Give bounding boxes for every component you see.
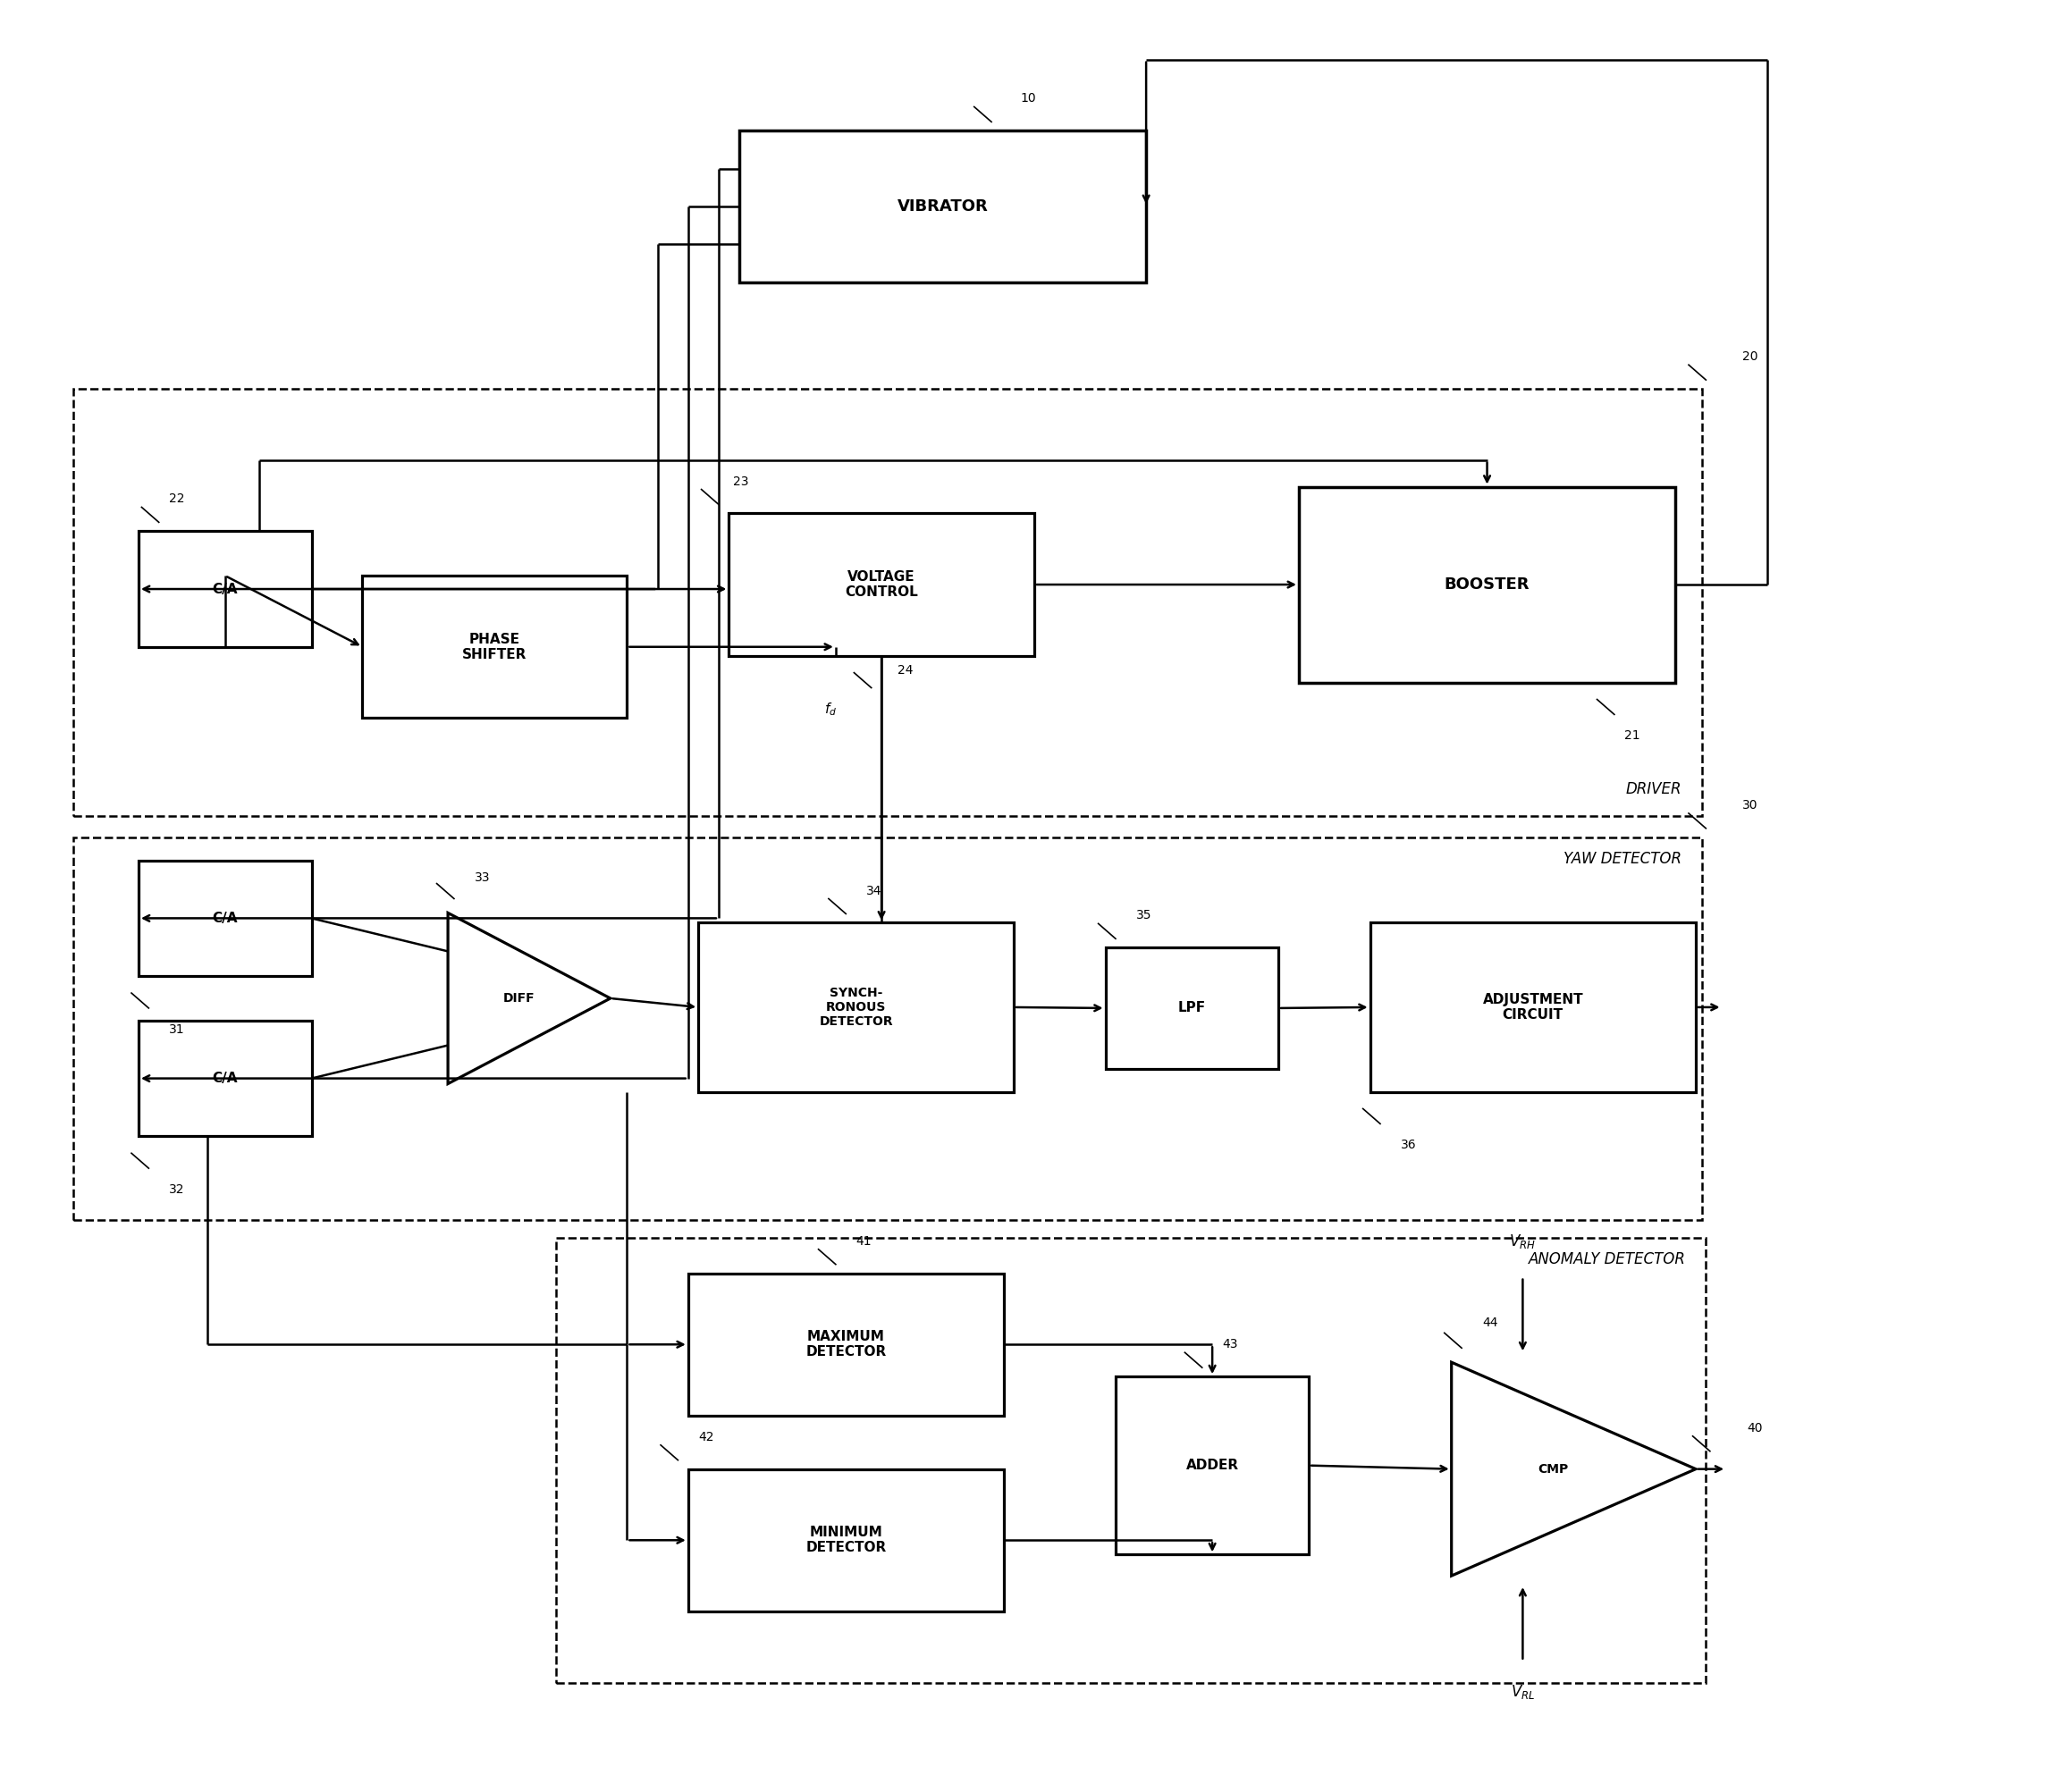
Text: 21: 21 [1624, 729, 1640, 742]
Text: LPF: LPF [1178, 1002, 1206, 1014]
Text: 35: 35 [1137, 909, 1151, 921]
Text: YAW DETECTOR: YAW DETECTOR [1563, 851, 1681, 867]
Text: $V_{RL}$: $V_{RL}$ [1511, 1683, 1534, 1701]
Text: DRIVER: DRIVER [1626, 781, 1681, 797]
Polygon shape [1452, 1362, 1696, 1575]
Bar [739, 131, 1147, 281]
Text: BOOSTER: BOOSTER [1444, 577, 1530, 593]
Text: 23: 23 [733, 475, 750, 487]
Text: 42: 42 [698, 1430, 715, 1443]
Text: C/A: C/A [213, 582, 238, 595]
Text: ADJUSTMENT
CIRCUIT: ADJUSTMENT CIRCUIT [1483, 993, 1583, 1021]
Bar [1116, 1376, 1309, 1554]
Text: 31: 31 [170, 1023, 184, 1036]
Text: 44: 44 [1483, 1317, 1497, 1330]
Text: $f_d$: $f_d$ [823, 701, 838, 717]
Text: VIBRATOR: VIBRATOR [897, 199, 987, 215]
Text: DIFF: DIFF [504, 993, 535, 1005]
Text: 22: 22 [170, 493, 184, 505]
Text: ANOMALY DETECTOR: ANOMALY DETECTOR [1528, 1251, 1686, 1267]
Text: 33: 33 [475, 871, 489, 883]
Text: 34: 34 [866, 885, 883, 898]
Text: 10: 10 [1020, 93, 1036, 106]
Polygon shape [449, 912, 610, 1084]
Text: 40: 40 [1747, 1421, 1761, 1434]
Text: 41: 41 [856, 1235, 872, 1247]
Text: VOLTAGE
CONTROL: VOLTAGE CONTROL [846, 570, 918, 599]
Bar [362, 575, 627, 719]
Bar [74, 389, 1702, 815]
Text: CMP: CMP [1538, 1462, 1569, 1475]
Bar [698, 923, 1014, 1091]
Text: 20: 20 [1743, 351, 1757, 364]
Text: 32: 32 [170, 1183, 184, 1195]
Bar [688, 1274, 1004, 1416]
Bar [1370, 923, 1696, 1091]
Bar [729, 513, 1034, 656]
Bar [139, 860, 311, 977]
Bar [1298, 487, 1675, 683]
Bar [555, 1238, 1706, 1683]
Text: $V_{RH}$: $V_{RH}$ [1509, 1233, 1536, 1251]
Text: 30: 30 [1743, 799, 1757, 812]
Text: SYNCH-
RONOUS
DETECTOR: SYNCH- RONOUS DETECTOR [819, 986, 893, 1029]
Bar [688, 1469, 1004, 1611]
Bar [139, 1021, 311, 1136]
Text: PHASE
SHIFTER: PHASE SHIFTER [463, 633, 526, 661]
Bar [74, 837, 1702, 1220]
Text: 24: 24 [897, 663, 913, 676]
Text: ADDER: ADDER [1186, 1459, 1239, 1473]
Text: C/A: C/A [213, 1072, 238, 1086]
Text: C/A: C/A [213, 912, 238, 925]
Text: MINIMUM
DETECTOR: MINIMUM DETECTOR [805, 1525, 887, 1555]
Text: 36: 36 [1401, 1140, 1417, 1152]
Bar [1106, 948, 1278, 1068]
Text: MAXIMUM
DETECTOR: MAXIMUM DETECTOR [805, 1330, 887, 1358]
Bar [139, 530, 311, 647]
Text: 43: 43 [1223, 1339, 1239, 1351]
